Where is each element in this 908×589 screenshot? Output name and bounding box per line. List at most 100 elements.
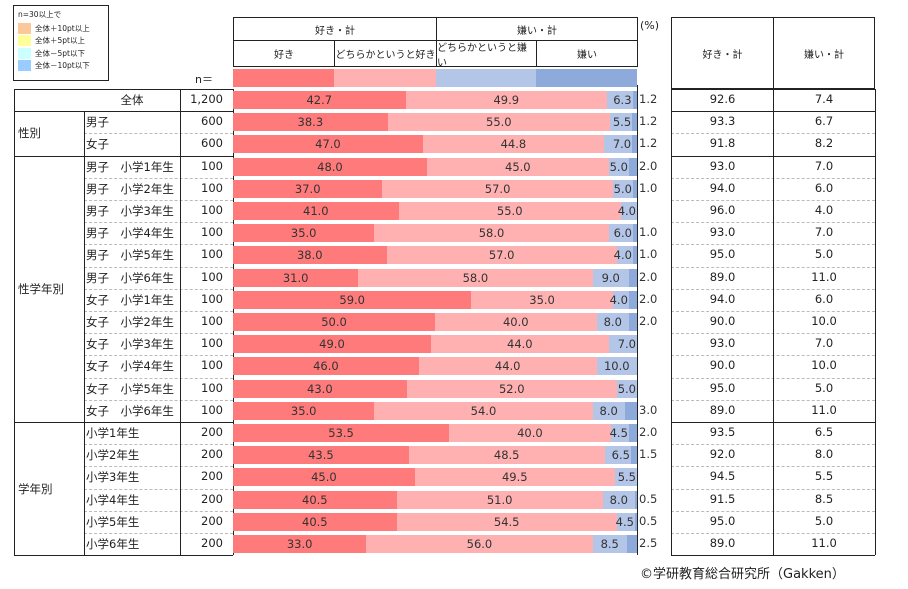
row-divider: [84, 511, 233, 512]
row-divider: [14, 156, 233, 157]
legend-item: 全体－5pt以下: [18, 47, 104, 60]
row-divider: [84, 133, 233, 134]
row-n: 200: [201, 491, 223, 506]
n-caption: n＝: [195, 73, 213, 86]
row-divider: [84, 333, 233, 334]
dislike-total-value: 7.0: [814, 158, 834, 173]
like-total-value: 89.0: [709, 402, 736, 417]
row-label: 女子 小学4年生: [86, 359, 174, 374]
bar-segment: [626, 535, 637, 553]
data-label: 4.5: [615, 514, 634, 529]
dislike-total-value: 4.0: [814, 203, 834, 217]
data-label: 8.0: [609, 492, 628, 507]
dislike-total-value: 11.0: [811, 269, 837, 284]
dislike-total-value: 7.0: [814, 225, 834, 240]
bar-segment: 7.0: [608, 335, 637, 354]
data-label: 50.0: [321, 315, 347, 329]
row-divider: [84, 355, 233, 356]
row-divider: [14, 555, 233, 556]
data-label: 1.5: [639, 447, 658, 462]
data-label: 49.5: [501, 470, 528, 485]
bar-segment: 50.0: [233, 313, 435, 331]
dislike-total-value: 7.0: [814, 336, 834, 351]
row-divider: [84, 244, 233, 245]
data-label: 35.0: [290, 226, 317, 241]
like-total-value: 89.0: [709, 269, 736, 284]
row-n: 600: [201, 114, 223, 129]
bar-segment: 6.5: [604, 446, 631, 465]
data-label: 55.0: [496, 204, 523, 218]
bar-segment: 44.0: [430, 335, 609, 354]
bar-segment: 5.0: [608, 157, 629, 176]
bar-segment: 8.0: [592, 401, 625, 420]
bar-segment: 5.0: [612, 179, 633, 198]
bar-segment: [632, 113, 637, 132]
row-divider: [14, 111, 233, 112]
bar-segment: [632, 224, 637, 243]
data-label: 6.3: [613, 93, 632, 107]
row-label: 女子 小学5年生: [86, 381, 174, 396]
bar-segment: 4.5: [615, 512, 635, 531]
data-label: 54.0: [470, 403, 497, 418]
like-total-value: 89.0: [709, 536, 736, 550]
legend: n=30以上で 全体＋10pt以上 全体＋5pt以上 全体－5pt以下 全体－1…: [13, 5, 109, 81]
bar-segment: 6.0: [608, 224, 633, 243]
bar-segment: 45.0: [426, 157, 609, 176]
data-label: 49.0: [319, 337, 345, 352]
dislike-total-value: 10.0: [811, 314, 837, 328]
data-label: 2.5: [639, 536, 658, 550]
row-n: 100: [201, 158, 223, 173]
row-label: 全体: [120, 93, 144, 107]
data-label: 55.0: [486, 115, 512, 130]
data-label: 59.0: [339, 292, 365, 307]
key-bar-dislike: [536, 69, 637, 87]
data-label: 4.0: [613, 248, 632, 263]
data-label: 51.0: [486, 492, 513, 507]
data-label: 35.0: [290, 403, 317, 418]
column-divider: [14, 89, 15, 556]
bar-segment: 52.0: [406, 379, 617, 398]
dislike-total-value: 10.0: [811, 358, 837, 373]
bar-segment: 6.3: [607, 91, 633, 109]
like-total-value: 95.0: [709, 247, 736, 262]
like-total-value: 91.5: [709, 491, 736, 506]
data-label: 43.5: [308, 448, 334, 463]
row-n: 200: [201, 536, 223, 550]
bar-segment: [632, 246, 637, 265]
row-n: 100: [201, 380, 223, 395]
header-dislike: 嫌い: [536, 40, 638, 67]
column-divider: [773, 89, 774, 556]
row-label: 男子 小学2年生: [86, 181, 174, 196]
data-label: 56.0: [466, 537, 493, 551]
dislike-total-value: 8.2: [814, 136, 834, 151]
copyright: ©学研教育総合研究所（Gakken）: [640, 567, 845, 582]
row-label: 男子 小学5年生: [86, 248, 174, 263]
bar-segment: 57.0: [382, 179, 613, 198]
bar-segment: [624, 401, 637, 420]
row-divider: [84, 178, 233, 179]
data-label: 2.0: [639, 291, 658, 306]
bar-segment: 44.8: [422, 135, 604, 154]
row-n: 200: [201, 447, 223, 462]
bar-segment: 44.0: [418, 357, 597, 376]
bar-segment: 54.5: [396, 512, 617, 531]
data-label: 6.0: [613, 226, 632, 241]
row-divider: [671, 555, 875, 556]
data-label: 57.0: [484, 181, 511, 196]
bar-segment: [628, 424, 637, 442]
legend-title: n=30以上で: [18, 10, 62, 19]
data-label: 1.2: [639, 92, 658, 106]
row-n: 100: [201, 269, 223, 284]
bar-segment: 40.0: [435, 313, 597, 331]
bar-segment: 8.0: [602, 490, 635, 509]
bar-segment: 40.0: [449, 424, 611, 442]
data-label: 2.0: [639, 314, 658, 328]
data-label: 8.0: [603, 315, 622, 329]
data-label: 53.5: [328, 426, 354, 440]
like-total-value: 90.0: [709, 314, 736, 328]
data-label: 4.0: [617, 204, 636, 218]
data-label: 48.0: [317, 159, 343, 174]
data-label: 45.0: [505, 159, 531, 174]
dislike-total-value: 8.0: [814, 447, 834, 462]
